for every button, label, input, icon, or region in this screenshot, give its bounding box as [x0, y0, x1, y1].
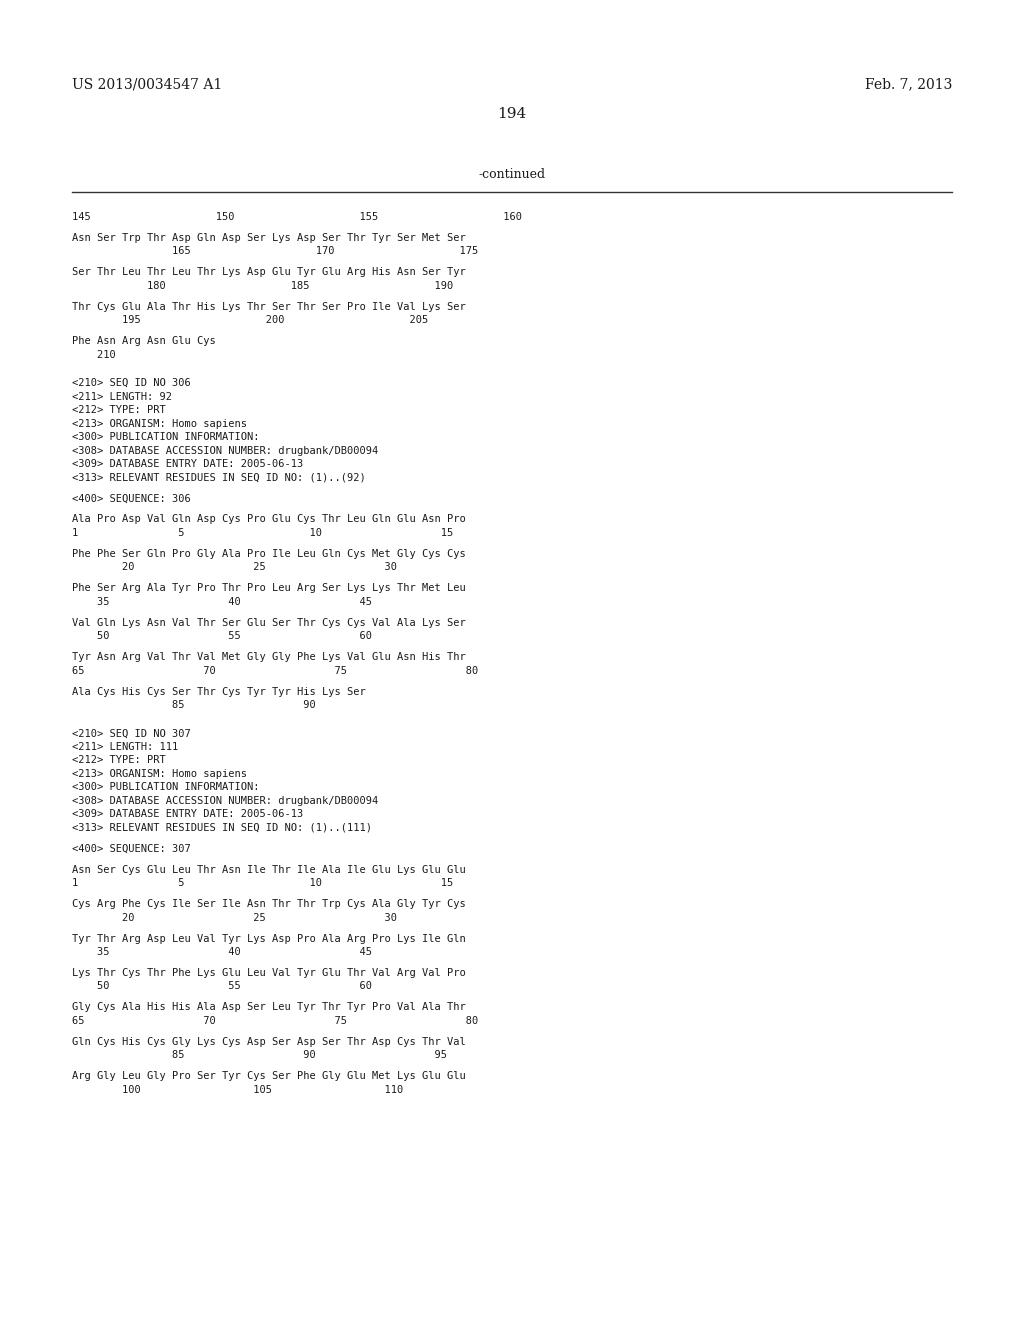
Text: Ala Pro Asp Val Gln Asp Cys Pro Glu Cys Thr Leu Gln Glu Asn Pro: Ala Pro Asp Val Gln Asp Cys Pro Glu Cys … — [72, 515, 466, 524]
Text: <211> LENGTH: 111: <211> LENGTH: 111 — [72, 742, 178, 752]
Text: 1                5                    10                   15: 1 5 10 15 — [72, 528, 454, 539]
Text: Asn Ser Trp Thr Asp Gln Asp Ser Lys Asp Ser Thr Tyr Ser Met Ser: Asn Ser Trp Thr Asp Gln Asp Ser Lys Asp … — [72, 232, 466, 243]
Text: Arg Gly Leu Gly Pro Ser Tyr Cys Ser Phe Gly Glu Met Lys Glu Glu: Arg Gly Leu Gly Pro Ser Tyr Cys Ser Phe … — [72, 1072, 466, 1081]
Text: <309> DATABASE ENTRY DATE: 2005-06-13: <309> DATABASE ENTRY DATE: 2005-06-13 — [72, 459, 303, 469]
Text: US 2013/0034547 A1: US 2013/0034547 A1 — [72, 77, 222, 91]
Text: 210: 210 — [72, 350, 116, 360]
Text: 35                   40                   45: 35 40 45 — [72, 946, 372, 957]
Text: 35                   40                   45: 35 40 45 — [72, 597, 372, 607]
Text: 165                    170                    175: 165 170 175 — [72, 247, 478, 256]
Text: Val Gln Lys Asn Val Thr Ser Glu Ser Thr Cys Cys Val Ala Lys Ser: Val Gln Lys Asn Val Thr Ser Glu Ser Thr … — [72, 618, 466, 628]
Text: <212> TYPE: PRT: <212> TYPE: PRT — [72, 405, 166, 414]
Text: Phe Ser Arg Ala Tyr Pro Thr Pro Leu Arg Ser Lys Lys Thr Met Leu: Phe Ser Arg Ala Tyr Pro Thr Pro Leu Arg … — [72, 583, 466, 593]
Text: Ser Thr Leu Thr Leu Thr Lys Asp Glu Tyr Glu Arg His Asn Ser Tyr: Ser Thr Leu Thr Leu Thr Lys Asp Glu Tyr … — [72, 268, 466, 277]
Text: 85                   90: 85 90 — [72, 700, 315, 710]
Text: <313> RELEVANT RESIDUES IN SEQ ID NO: (1)..(92): <313> RELEVANT RESIDUES IN SEQ ID NO: (1… — [72, 473, 366, 483]
Text: 65                   70                   75                   80: 65 70 75 80 — [72, 665, 478, 676]
Text: Tyr Thr Arg Asp Leu Val Tyr Lys Asp Pro Ala Arg Pro Lys Ile Gln: Tyr Thr Arg Asp Leu Val Tyr Lys Asp Pro … — [72, 933, 466, 944]
Text: <400> SEQUENCE: 307: <400> SEQUENCE: 307 — [72, 843, 190, 854]
Text: -continued: -continued — [478, 168, 546, 181]
Text: 50                   55                   60: 50 55 60 — [72, 631, 372, 642]
Text: 1                5                    10                   15: 1 5 10 15 — [72, 878, 454, 888]
Text: <300> PUBLICATION INFORMATION:: <300> PUBLICATION INFORMATION: — [72, 783, 259, 792]
Text: <211> LENGTH: 92: <211> LENGTH: 92 — [72, 392, 172, 401]
Text: <300> PUBLICATION INFORMATION:: <300> PUBLICATION INFORMATION: — [72, 432, 259, 442]
Text: 100                  105                  110: 100 105 110 — [72, 1085, 403, 1094]
Text: 20                   25                   30: 20 25 30 — [72, 562, 397, 573]
Text: Lys Thr Cys Thr Phe Lys Glu Leu Val Tyr Glu Thr Val Arg Val Pro: Lys Thr Cys Thr Phe Lys Glu Leu Val Tyr … — [72, 968, 466, 978]
Text: 145                    150                    155                    160: 145 150 155 160 — [72, 213, 522, 222]
Text: <309> DATABASE ENTRY DATE: 2005-06-13: <309> DATABASE ENTRY DATE: 2005-06-13 — [72, 809, 303, 820]
Text: 20                   25                   30: 20 25 30 — [72, 912, 397, 923]
Text: <212> TYPE: PRT: <212> TYPE: PRT — [72, 755, 166, 766]
Text: <313> RELEVANT RESIDUES IN SEQ ID NO: (1)..(111): <313> RELEVANT RESIDUES IN SEQ ID NO: (1… — [72, 822, 372, 833]
Text: 195                    200                    205: 195 200 205 — [72, 315, 428, 325]
Text: Asn Ser Cys Glu Leu Thr Asn Ile Thr Ile Ala Ile Glu Lys Glu Glu: Asn Ser Cys Glu Leu Thr Asn Ile Thr Ile … — [72, 865, 466, 875]
Text: Gln Cys His Cys Gly Lys Cys Asp Ser Asp Ser Thr Asp Cys Thr Val: Gln Cys His Cys Gly Lys Cys Asp Ser Asp … — [72, 1036, 466, 1047]
Text: <308> DATABASE ACCESSION NUMBER: drugbank/DB00094: <308> DATABASE ACCESSION NUMBER: drugban… — [72, 446, 378, 455]
Text: Gly Cys Ala His His Ala Asp Ser Leu Tyr Thr Tyr Pro Val Ala Thr: Gly Cys Ala His His Ala Asp Ser Leu Tyr … — [72, 1002, 466, 1012]
Text: Feb. 7, 2013: Feb. 7, 2013 — [864, 77, 952, 91]
Text: 180                    185                    190: 180 185 190 — [72, 281, 454, 290]
Text: <210> SEQ ID NO 306: <210> SEQ ID NO 306 — [72, 378, 190, 388]
Text: <308> DATABASE ACCESSION NUMBER: drugbank/DB00094: <308> DATABASE ACCESSION NUMBER: drugban… — [72, 796, 378, 807]
Text: 194: 194 — [498, 107, 526, 121]
Text: 50                   55                   60: 50 55 60 — [72, 982, 372, 991]
Text: Cys Arg Phe Cys Ile Ser Ile Asn Thr Thr Trp Cys Ala Gly Tyr Cys: Cys Arg Phe Cys Ile Ser Ile Asn Thr Thr … — [72, 899, 466, 909]
Text: Phe Phe Ser Gln Pro Gly Ala Pro Ile Leu Gln Cys Met Gly Cys Cys: Phe Phe Ser Gln Pro Gly Ala Pro Ile Leu … — [72, 549, 466, 558]
Text: Ala Cys His Cys Ser Thr Cys Tyr Tyr His Lys Ser: Ala Cys His Cys Ser Thr Cys Tyr Tyr His … — [72, 686, 366, 697]
Text: <400> SEQUENCE: 306: <400> SEQUENCE: 306 — [72, 494, 190, 503]
Text: Phe Asn Arg Asn Glu Cys: Phe Asn Arg Asn Glu Cys — [72, 337, 216, 346]
Text: <210> SEQ ID NO 307: <210> SEQ ID NO 307 — [72, 729, 190, 738]
Text: 65                   70                   75                   80: 65 70 75 80 — [72, 1016, 478, 1026]
Text: 85                   90                   95: 85 90 95 — [72, 1051, 447, 1060]
Text: Tyr Asn Arg Val Thr Val Met Gly Gly Phe Lys Val Glu Asn His Thr: Tyr Asn Arg Val Thr Val Met Gly Gly Phe … — [72, 652, 466, 663]
Text: <213> ORGANISM: Homo sapiens: <213> ORGANISM: Homo sapiens — [72, 768, 247, 779]
Text: <213> ORGANISM: Homo sapiens: <213> ORGANISM: Homo sapiens — [72, 418, 247, 429]
Text: Thr Cys Glu Ala Thr His Lys Thr Ser Thr Ser Pro Ile Val Lys Ser: Thr Cys Glu Ala Thr His Lys Thr Ser Thr … — [72, 302, 466, 312]
